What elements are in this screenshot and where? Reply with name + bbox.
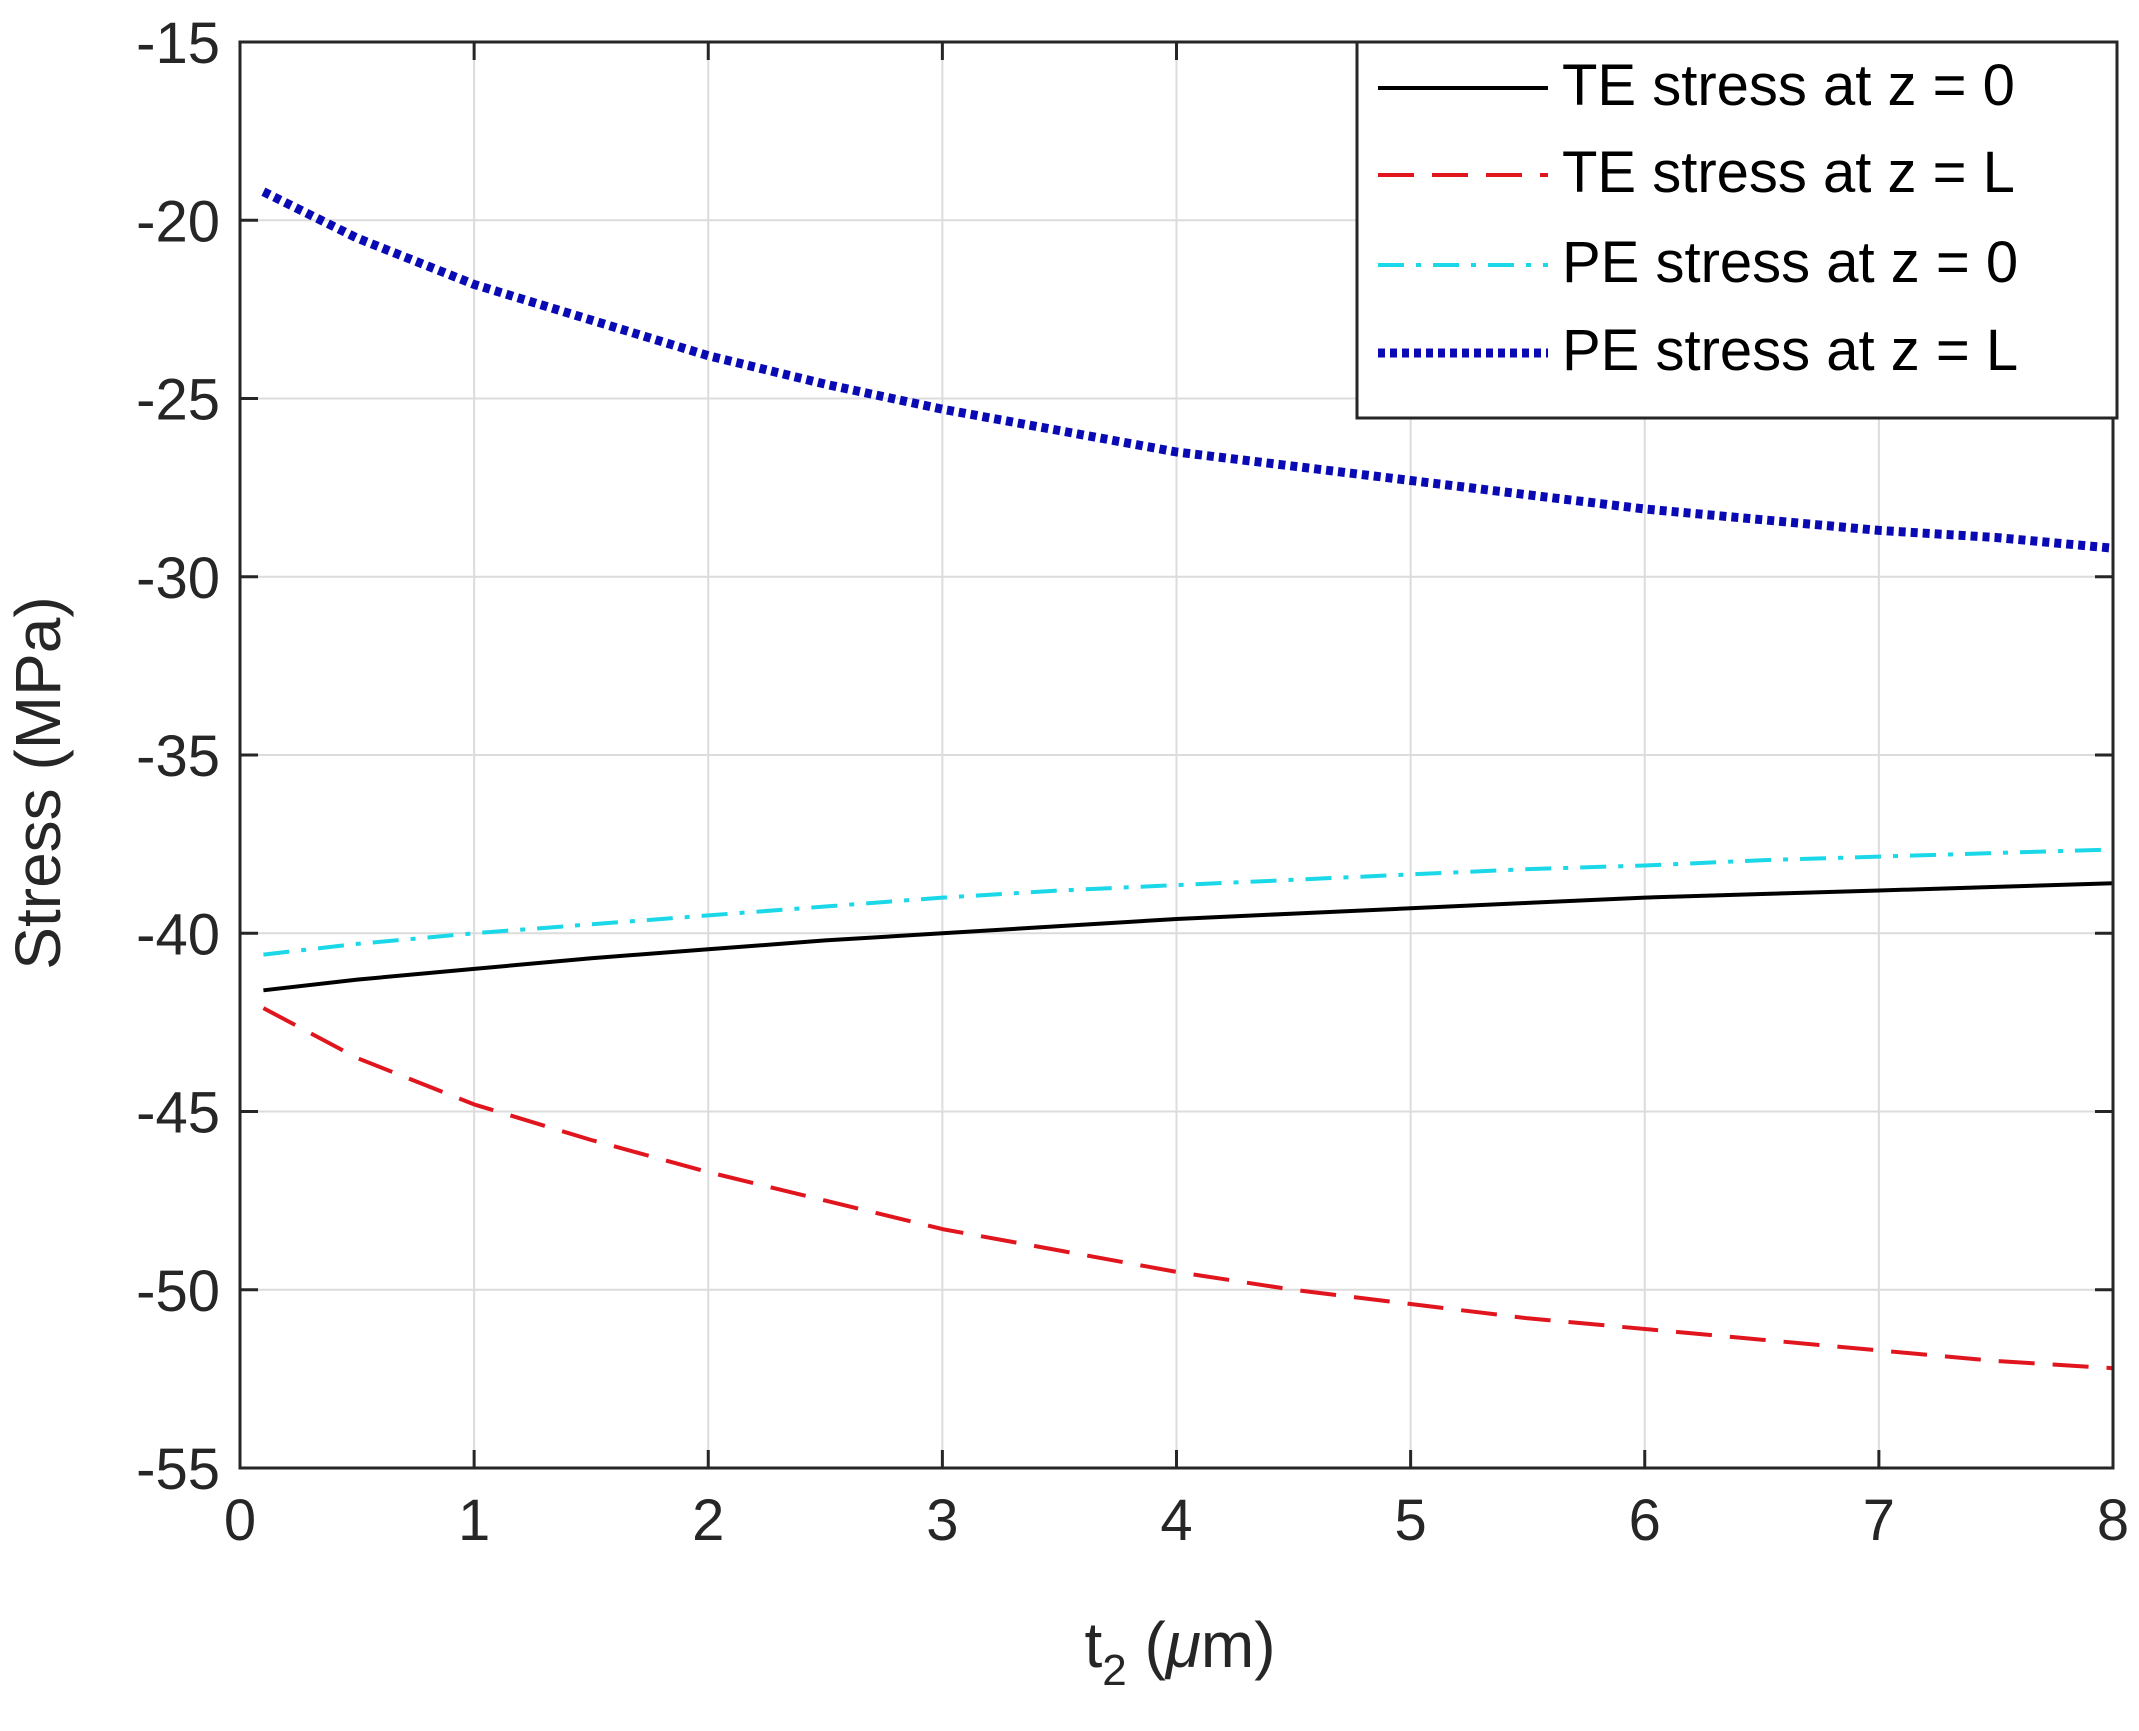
x-tick-label: 7: [1863, 1488, 1895, 1553]
y-tick-label: -15: [136, 11, 220, 76]
tick-labels: 0 1 2 3 4 5 6 7 8 -55 -50 -45 -40 -35 -30 -25 -20 -15: [136, 11, 2129, 1553]
x-tick-label: 0: [224, 1488, 256, 1553]
series-line-4: [261, 187, 2114, 553]
legend-entries: TE stress at z = 0 TE stress at z = L PE s…: [1378, 53, 2018, 383]
x-tick-label: 6: [1629, 1488, 1661, 1553]
y-tick-label: -25: [136, 368, 220, 433]
series-lines: [261, 187, 2114, 1371]
x-tick-label: 3: [926, 1488, 958, 1553]
series-line-1: [263, 881, 2114, 993]
x-tick-label: 1: [458, 1488, 490, 1553]
x-tick-label: 2: [692, 1488, 724, 1553]
x-axis-label-main: t: [1084, 1609, 1102, 1681]
y-tick-label: -45: [136, 1081, 220, 1146]
x-axis-label-unit-open: (: [1145, 1609, 1166, 1681]
x-axis-label-unit-rest: m): [1201, 1609, 1276, 1681]
legend-box: [1355, 40, 2119, 420]
y-tick-label: -40: [136, 902, 220, 967]
series-line-3: [263, 847, 2114, 957]
y-tick-label: -35: [136, 724, 220, 789]
y-tick-label: -50: [136, 1259, 220, 1324]
x-tick-label: 5: [1394, 1488, 1426, 1553]
x-axis-label-subscript: 2: [1102, 1646, 1126, 1695]
series-line-2: [262, 1006, 2114, 1371]
y-tick-label: -55: [136, 1437, 220, 1502]
legend-label-3: PE stress at z = 0: [1562, 230, 2018, 295]
legend-label-2: TE stress at z = L: [1562, 140, 2015, 205]
legend-label-1: TE stress at z = 0: [1562, 53, 2015, 118]
x-axis-label: t2 (μm): [1084, 1609, 1275, 1695]
legend-label-4: PE stress at z = L: [1562, 318, 2018, 383]
x-tick-label: 8: [2097, 1488, 2129, 1553]
y-axis-label: Stress (MPa): [2, 596, 74, 969]
x-axis-label-unit-mu: μ: [1164, 1609, 1201, 1681]
x-tick-label: 4: [1160, 1488, 1192, 1553]
legend: TE stress at z = 0 TE stress at z = L PE s…: [1355, 40, 2119, 420]
y-tick-label: -30: [136, 546, 220, 611]
y-tick-label: -20: [136, 189, 220, 254]
x-axis-label-space: [1127, 1609, 1145, 1681]
